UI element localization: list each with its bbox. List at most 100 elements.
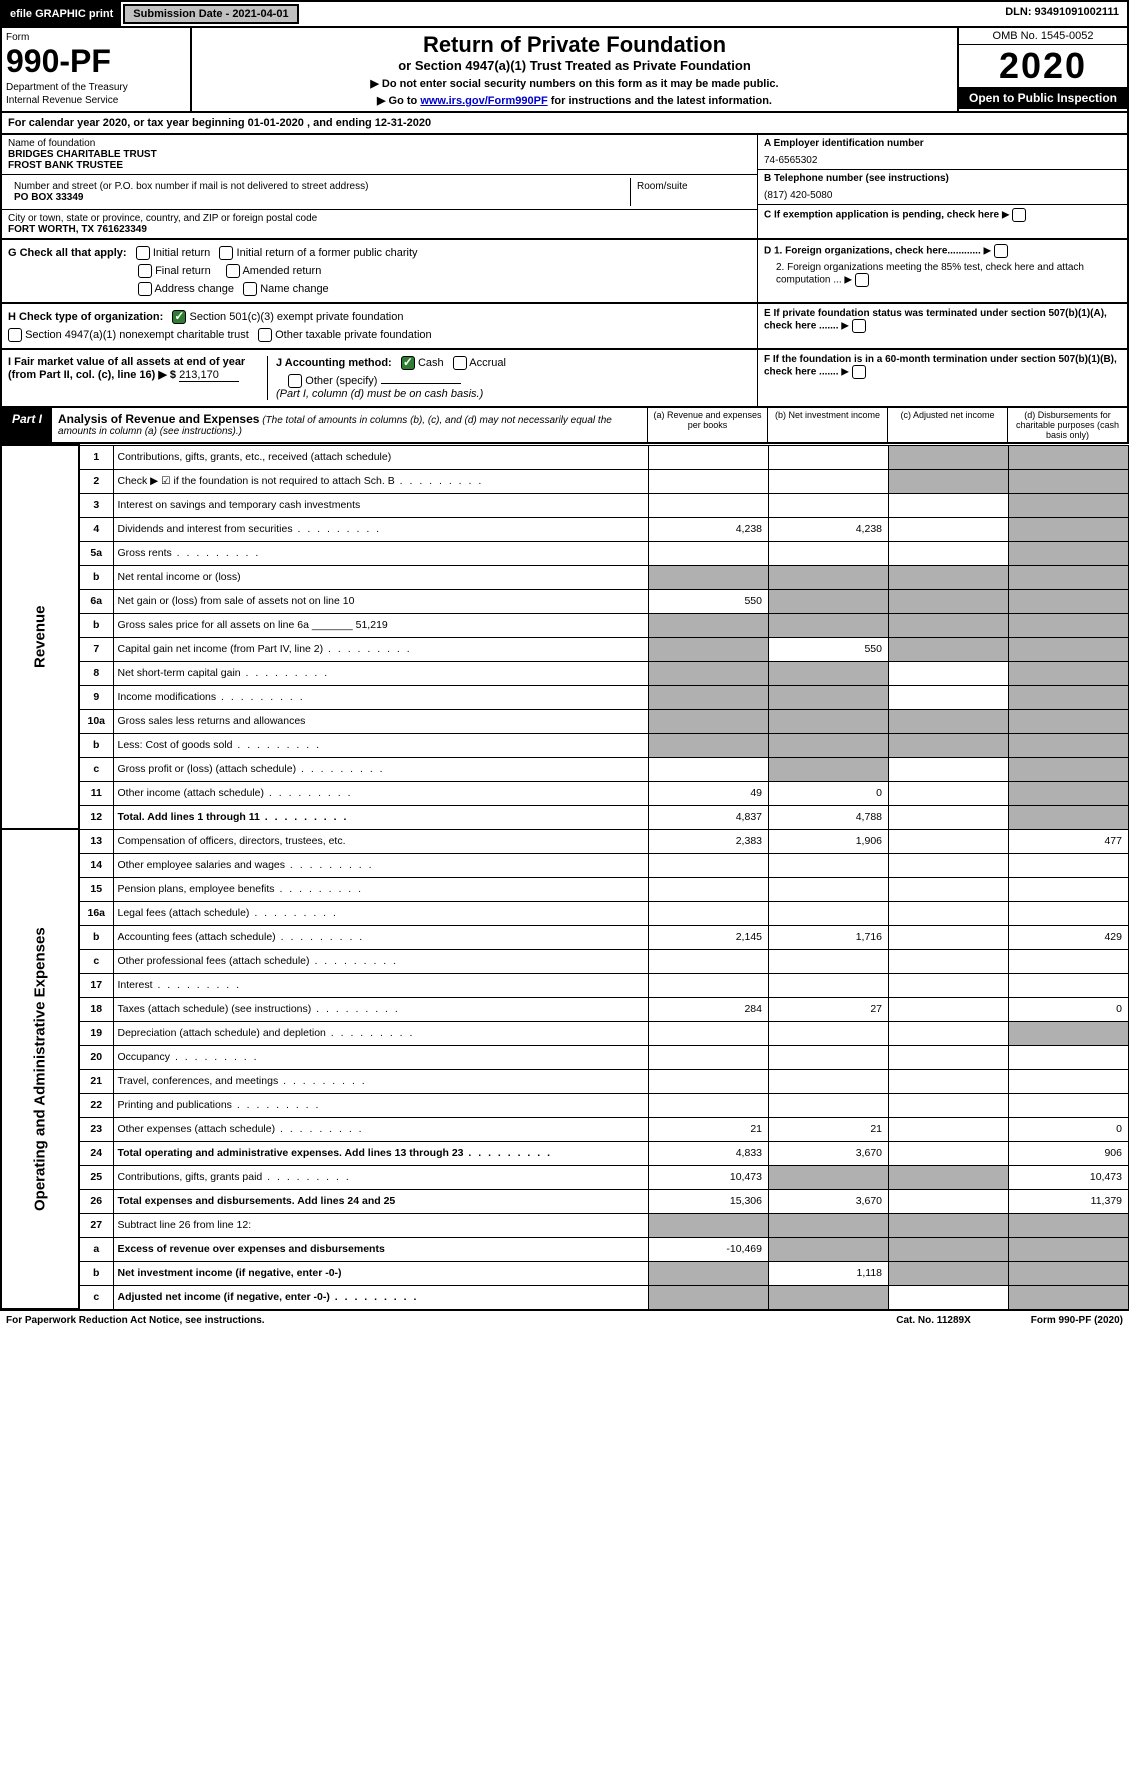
cell-col-c <box>889 565 1009 589</box>
checkbox-name-change[interactable] <box>243 282 257 296</box>
cell-col-b: 3,670 <box>769 1189 889 1213</box>
cell-col-c <box>889 1189 1009 1213</box>
j-label: J Accounting method: <box>276 357 392 369</box>
row-number: c <box>79 757 113 781</box>
table-row: 17Interest <box>1 973 1129 997</box>
checkbox-c[interactable] <box>1012 208 1026 222</box>
d2-label: 2. Foreign organizations meeting the 85%… <box>776 262 1084 286</box>
cell-col-c <box>889 661 1009 685</box>
side-label-expenses: Operating and Administrative Expenses <box>1 829 79 1309</box>
checkbox-cash[interactable] <box>401 356 415 370</box>
footer-cat: Cat. No. 11289X <box>896 1315 970 1326</box>
cell-col-a <box>649 541 769 565</box>
e-label: E If private foundation status was termi… <box>764 308 1107 332</box>
cell-col-b <box>769 709 889 733</box>
table-row: 22Printing and publications <box>1 1093 1129 1117</box>
table-row: 8Net short-term capital gain <box>1 661 1129 685</box>
instruction-2: ▶ Go to www.irs.gov/Form990PF for instru… <box>196 94 953 107</box>
cell-col-b: 1,906 <box>769 829 889 853</box>
cell-col-c <box>889 469 1009 493</box>
cell-col-a <box>649 1261 769 1285</box>
row-description: Interest <box>113 973 649 997</box>
cell-col-d <box>1009 757 1129 781</box>
checkbox-4947[interactable] <box>8 328 22 342</box>
cell-col-b <box>769 661 889 685</box>
omb-number: OMB No. 1545-0052 <box>959 28 1127 45</box>
cell-col-c <box>889 853 1009 877</box>
checkbox-other-method[interactable] <box>288 374 302 388</box>
cell-col-b <box>769 565 889 589</box>
row-number: 13 <box>79 829 113 853</box>
row-description: Net rental income or (loss) <box>113 565 649 589</box>
cell-col-a: 4,238 <box>649 517 769 541</box>
cell-col-d <box>1009 589 1129 613</box>
j-cash: Cash <box>418 357 444 369</box>
cell-col-c <box>889 757 1009 781</box>
cell-col-d <box>1009 901 1129 925</box>
form-word: Form <box>6 32 186 43</box>
cell-col-a: 15,306 <box>649 1189 769 1213</box>
checkbox-d2[interactable] <box>855 273 869 287</box>
cell-col-d <box>1009 613 1129 637</box>
d-section: D 1. Foreign organizations, check here..… <box>757 240 1127 302</box>
table-row: 21Travel, conferences, and meetings <box>1 1069 1129 1093</box>
cell-col-d <box>1009 493 1129 517</box>
checkbox-other-taxable[interactable] <box>258 328 272 342</box>
f-label: F If the foundation is in a 60-month ter… <box>764 354 1117 378</box>
foundation-name-row: Name of foundation BRIDGES CHARITABLE TR… <box>2 135 757 175</box>
table-row: cAdjusted net income (if negative, enter… <box>1 1285 1129 1309</box>
top-mid: Submission Date - 2021-04-01 <box>121 2 997 26</box>
checkbox-e[interactable] <box>852 319 866 333</box>
side-label-revenue: Revenue <box>1 445 79 829</box>
row-number: b <box>79 925 113 949</box>
cell-col-c <box>889 973 1009 997</box>
foundation-name: BRIDGES CHARITABLE TRUST FROST BANK TRUS… <box>8 149 751 171</box>
checkbox-addr-change[interactable] <box>138 282 152 296</box>
checkbox-f[interactable] <box>852 365 866 379</box>
footer-left: For Paperwork Reduction Act Notice, see … <box>6 1315 265 1326</box>
cell-col-d <box>1009 853 1129 877</box>
cell-col-b <box>769 1021 889 1045</box>
dept-irs: Internal Revenue Service <box>6 95 186 106</box>
checkbox-initial-former[interactable] <box>219 246 233 260</box>
row-description: Total expenses and disbursements. Add li… <box>113 1189 649 1213</box>
cell-col-d <box>1009 1237 1129 1261</box>
part1-desc: Analysis of Revenue and Expenses (The to… <box>52 408 647 442</box>
cell-col-a: 2,145 <box>649 925 769 949</box>
cell-col-d <box>1009 1261 1129 1285</box>
row-number: 20 <box>79 1045 113 1069</box>
cell-col-c <box>889 541 1009 565</box>
irs-link[interactable]: www.irs.gov/Form990PF <box>420 95 547 107</box>
cell-col-c <box>889 733 1009 757</box>
checkbox-final[interactable] <box>138 264 152 278</box>
table-row: 12Total. Add lines 1 through 114,8374,78… <box>1 805 1129 829</box>
checkbox-501c3[interactable] <box>172 310 186 324</box>
row-number: 27 <box>79 1213 113 1237</box>
row-number: 3 <box>79 493 113 517</box>
checkbox-accrual[interactable] <box>453 356 467 370</box>
calendar-year-line: For calendar year 2020, or tax year begi… <box>0 113 1129 135</box>
cell-col-c <box>889 445 1009 469</box>
h-section: H Check type of organization: Section 50… <box>2 304 757 348</box>
table-row: 16aLegal fees (attach schedule) <box>1 901 1129 925</box>
top-bar: efile GRAPHIC print Submission Date - 20… <box>0 0 1129 28</box>
cell-col-d: 11,379 <box>1009 1189 1129 1213</box>
g-opt-2: Final return <box>155 265 211 277</box>
cell-col-d <box>1009 733 1129 757</box>
checkbox-d1[interactable] <box>994 244 1008 258</box>
row-number: b <box>79 565 113 589</box>
c-row: C If exemption application is pending, c… <box>758 205 1127 225</box>
cell-col-c <box>889 829 1009 853</box>
room-label: Room/suite <box>637 181 745 192</box>
row-description: Net short-term capital gain <box>113 661 649 685</box>
row-number: 18 <box>79 997 113 1021</box>
row-description: Taxes (attach schedule) (see instruction… <box>113 997 649 1021</box>
form-title: Return of Private Foundation <box>196 32 953 58</box>
cell-col-a <box>649 901 769 925</box>
row-description: Other employee salaries and wages <box>113 853 649 877</box>
row-description: Other professional fees (attach schedule… <box>113 949 649 973</box>
checkbox-amended[interactable] <box>226 264 240 278</box>
checkbox-initial[interactable] <box>136 246 150 260</box>
cell-col-d <box>1009 1045 1129 1069</box>
check-section-1: G Check all that apply: Initial return I… <box>0 240 1129 304</box>
